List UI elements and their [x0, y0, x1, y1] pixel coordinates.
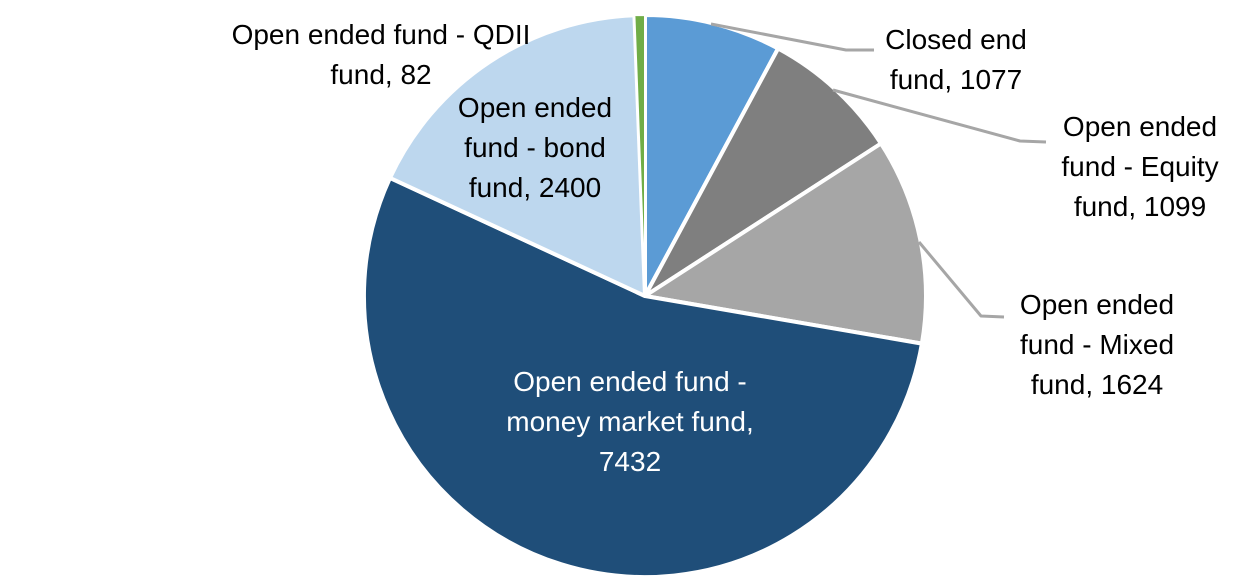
pie-slice-open-ended-fund-qdii — [633, 14, 646, 297]
pie-slice-open-ended-fund-money-market — [361, 175, 924, 580]
leader-line-open-ended-fund-mixed — [917, 241, 1005, 319]
pie-slice-open-ended-fund-bond — [388, 13, 647, 298]
leader-line-open-ended-fund-equity — [832, 88, 1047, 144]
pie-slice-open-ended-fund-mixed — [643, 141, 928, 346]
leader-line-closed-end-fund — [710, 22, 874, 52]
